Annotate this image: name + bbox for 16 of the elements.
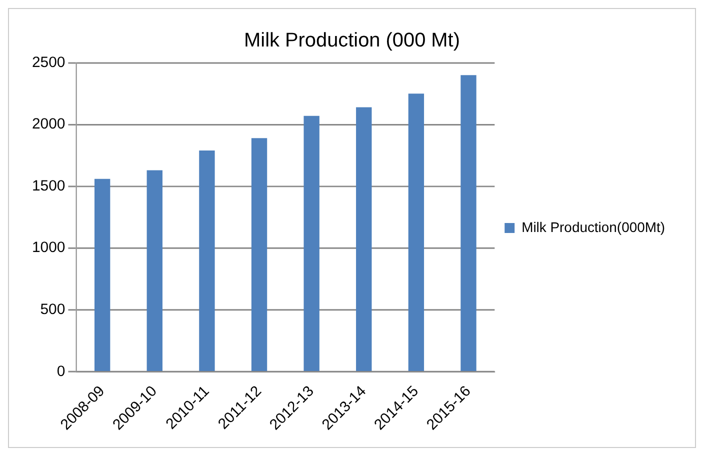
- bar: [146, 170, 162, 371]
- y-tick-label: 2500: [32, 54, 66, 71]
- y-tick-label: 1500: [32, 177, 66, 194]
- bar: [460, 75, 476, 371]
- bar: [408, 94, 424, 371]
- bar: [199, 150, 215, 371]
- y-tick-label: 500: [40, 301, 66, 318]
- bar: [251, 138, 268, 371]
- y-tick-label: 1000: [32, 239, 66, 256]
- y-tick-label: 2000: [32, 116, 66, 133]
- bar: [94, 178, 110, 371]
- chart-title: Milk Production (000 Mt): [244, 29, 460, 52]
- bar: [304, 116, 320, 371]
- y-tick-label: 0: [56, 362, 66, 380]
- legend-label: Milk Production(000Mt): [522, 218, 665, 235]
- bar: [356, 107, 372, 371]
